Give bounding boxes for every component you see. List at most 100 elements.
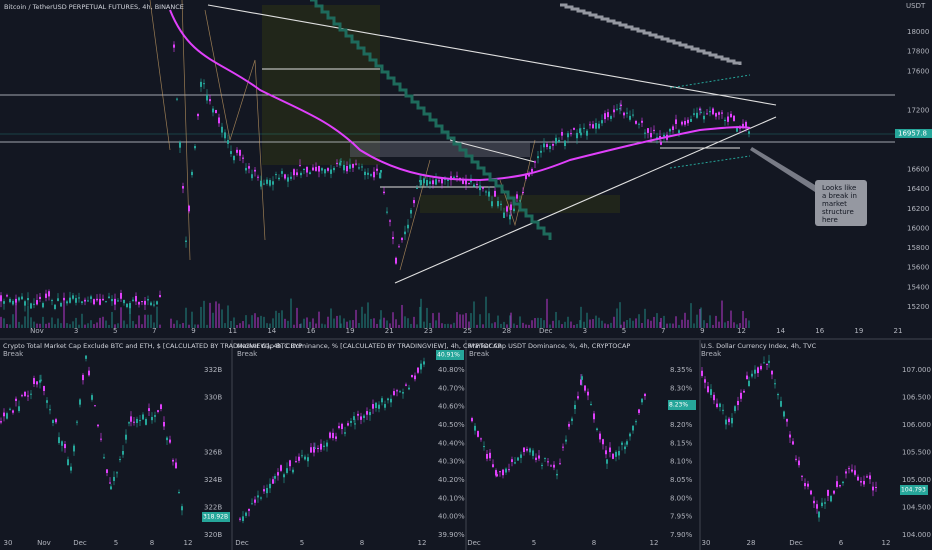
date-label: 23	[424, 327, 433, 335]
candle-body	[435, 179, 437, 185]
candle-body	[24, 301, 26, 306]
candle-body	[318, 165, 320, 172]
candle-body	[188, 205, 190, 212]
candle-body	[789, 434, 791, 438]
price-label: 324B	[204, 476, 222, 484]
volume-bar	[519, 316, 521, 328]
candle-body	[352, 163, 354, 168]
candle-body	[323, 445, 325, 447]
volume-bar	[561, 324, 563, 328]
candle-body	[363, 415, 365, 419]
volume-bar	[623, 321, 625, 328]
candle-body	[46, 400, 48, 403]
candle-body	[520, 454, 522, 458]
volume-bar	[516, 324, 518, 328]
date-label: Dec	[235, 539, 249, 547]
candle-body	[372, 404, 374, 409]
candle-body	[407, 224, 409, 229]
candle-body	[132, 299, 134, 301]
callout-pointer	[750, 147, 815, 192]
volume-bar	[272, 318, 274, 328]
candle-body	[224, 132, 226, 139]
candle-body	[72, 295, 74, 299]
candle-body	[379, 172, 381, 179]
volume-bar	[358, 323, 360, 328]
date-label: 19	[346, 327, 355, 335]
candle-body	[248, 166, 250, 169]
candle-body	[105, 301, 107, 303]
candle-body	[543, 143, 545, 148]
candle-body	[251, 174, 253, 179]
pane-label: Break	[3, 350, 24, 358]
candle-body	[287, 177, 289, 182]
candle-body	[715, 113, 717, 117]
volume-bar	[570, 321, 572, 328]
price-label: 40.80%	[438, 366, 465, 374]
volume-bar	[635, 318, 637, 328]
candle-body	[626, 112, 628, 114]
price-label: 40.20%	[438, 476, 465, 484]
volume-bar	[629, 318, 631, 328]
candle-body	[483, 446, 485, 448]
candle-body	[417, 367, 419, 373]
candle-body	[3, 412, 5, 417]
candle-body	[605, 450, 607, 455]
volume-bar	[324, 324, 326, 328]
volume-bar	[509, 315, 511, 328]
candle-body	[766, 363, 768, 365]
candle-body	[696, 112, 698, 118]
volume-bar	[546, 298, 548, 328]
candle-body	[473, 184, 475, 187]
candle-body	[181, 506, 183, 511]
date-label: 25	[463, 327, 472, 335]
date-label: 9	[191, 327, 195, 335]
volume-bar	[343, 318, 345, 328]
candle-body	[701, 370, 703, 376]
volume-bar	[696, 314, 698, 328]
candle-body	[215, 109, 217, 114]
candle-body	[125, 434, 127, 440]
volume-bar	[266, 323, 268, 328]
candle-body	[75, 298, 77, 303]
candle-body	[263, 489, 265, 492]
step-line	[560, 3, 742, 65]
volume-bar	[108, 324, 110, 328]
volume-bar	[364, 313, 366, 328]
candle-body	[383, 191, 385, 194]
volume-bar	[564, 321, 566, 328]
volume-bar	[663, 315, 665, 328]
volume-bar	[610, 322, 612, 328]
candle-body	[534, 161, 536, 163]
candle-body	[212, 108, 214, 113]
volume-bar	[395, 319, 397, 328]
volume-bar	[736, 324, 738, 328]
candle-body	[505, 468, 507, 473]
pane: Market Cap BTC Dominance, % [CALCULATED …	[235, 342, 501, 547]
date-label: 11	[228, 327, 237, 335]
date-label: 7	[152, 327, 156, 335]
candle-body	[314, 447, 316, 449]
candle-body	[743, 390, 745, 393]
candle-body	[653, 129, 655, 131]
candle-body	[509, 214, 511, 220]
candle-body	[558, 139, 560, 142]
pane: U.S. Dollar Currency Index, 4h, TVCBreak…	[701, 342, 931, 547]
volume-bar	[24, 316, 26, 328]
trendline	[207, 4, 777, 106]
candle-body	[153, 304, 155, 306]
candle-body	[39, 296, 41, 300]
volume-bar	[392, 312, 394, 328]
volume-bar	[81, 313, 83, 328]
candle-body	[349, 164, 351, 169]
price-label: 15400	[907, 283, 929, 291]
volume-bar	[141, 324, 143, 328]
candle-body	[413, 200, 415, 204]
candle-body	[73, 445, 75, 452]
candle-body	[604, 113, 606, 120]
volume-bar	[352, 320, 354, 328]
candle-body	[36, 300, 38, 305]
candle-body	[151, 416, 153, 421]
candle-body	[718, 112, 720, 115]
candle-body	[67, 459, 69, 466]
volume-bar	[552, 320, 554, 328]
